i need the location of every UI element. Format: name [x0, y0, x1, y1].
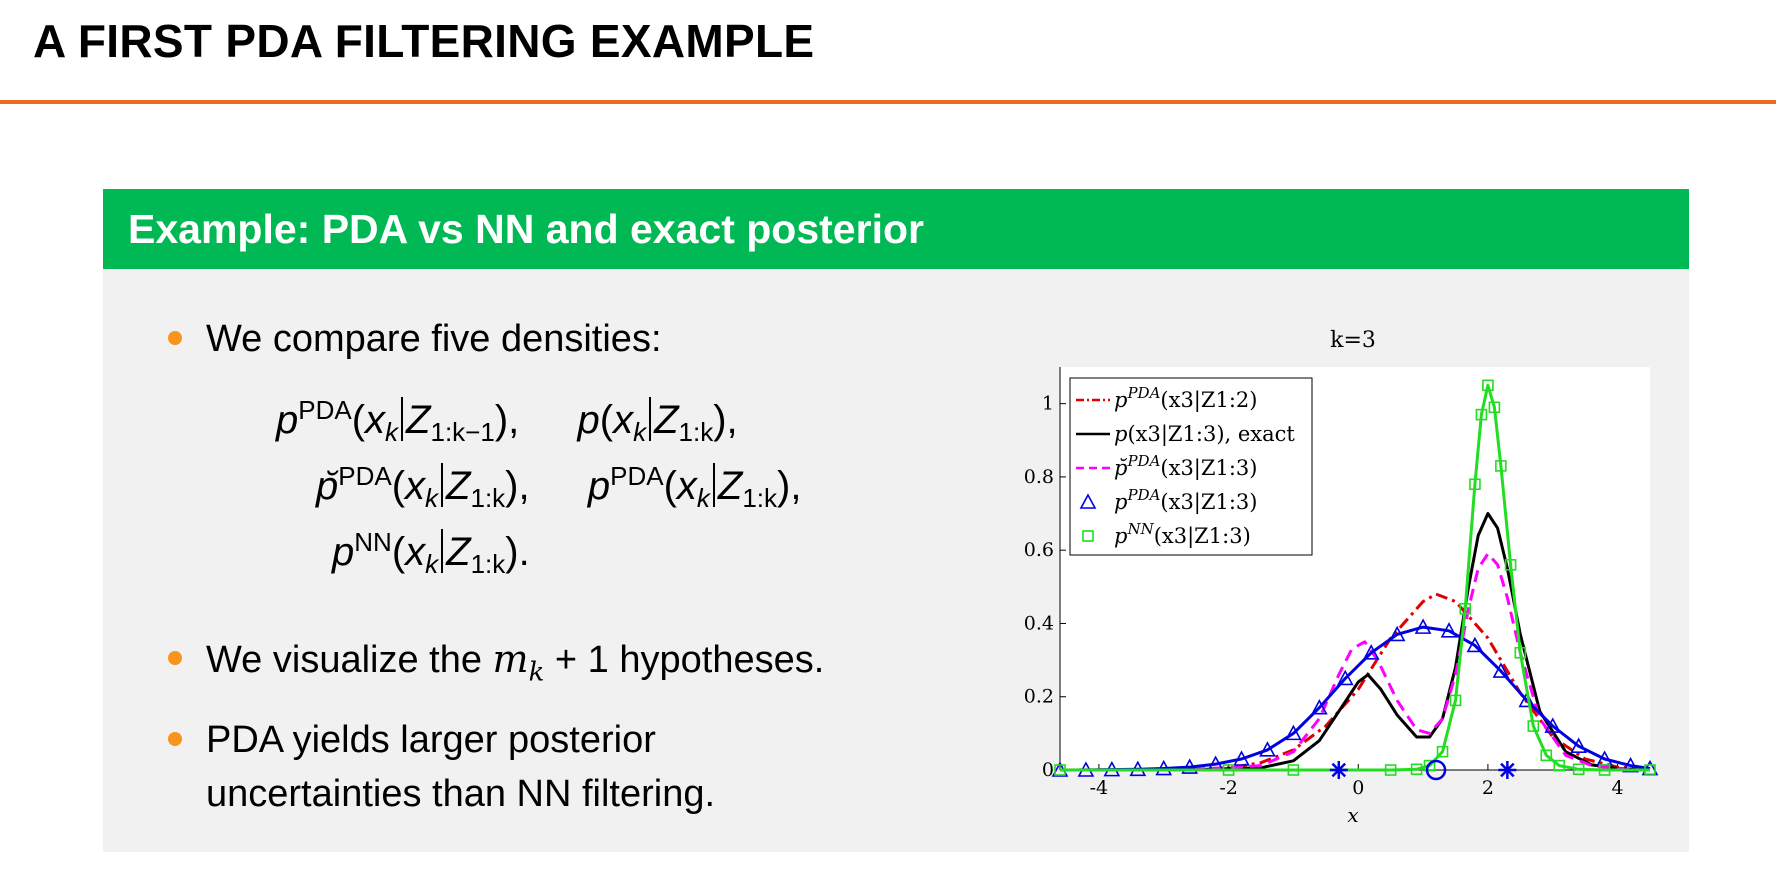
legend-label: pPDA(x3|Z1:3) — [1114, 486, 1257, 515]
y-tick-label: 0.2 — [1024, 686, 1054, 708]
measurement-circle — [1425, 759, 1447, 781]
bullet-dot — [168, 732, 182, 746]
measurement-markers — [1329, 759, 1517, 781]
legend-swatch — [1079, 493, 1097, 509]
conditional-bar — [401, 397, 404, 441]
square-marker — [1287, 764, 1300, 776]
square-marker — [1384, 764, 1397, 776]
bullet-2: We visualize the mk + 1 hypotheses. — [168, 632, 825, 700]
square-marker — [1222, 764, 1235, 776]
triangle-marker — [1622, 756, 1639, 773]
triangle-marker — [1259, 741, 1276, 757]
bullet-2-math-sub: k — [528, 657, 545, 688]
y-tick-label: 0 — [1042, 759, 1054, 781]
bullet-2-text: We visualize the — [206, 639, 482, 681]
bullet-dot — [168, 651, 182, 665]
y-tick-label: 0.8 — [1024, 466, 1054, 488]
block-title: Example: PDA vs NN and exact posterior — [103, 189, 1689, 269]
bullet-dot — [168, 331, 182, 345]
axis-ticks: -4 -2 0 2 4 0 0.2 0.4 0.6 0.8 1 — [1024, 393, 1624, 799]
square-marker — [1054, 764, 1066, 776]
triangle-marker — [1285, 724, 1302, 741]
triangle-marker — [1544, 717, 1562, 733]
legend-swatch — [1082, 530, 1094, 542]
square-marker — [1572, 763, 1585, 776]
triangle-marker — [1233, 750, 1250, 766]
triangle-marker — [1336, 669, 1354, 686]
series-group — [1051, 379, 1659, 777]
x-tick-label: -4 — [1090, 777, 1109, 799]
bullet-1-text: We compare five densities: — [206, 318, 662, 360]
triangle-marker — [1155, 759, 1173, 776]
y-tick-label: 1 — [1042, 393, 1054, 415]
equation-line-1: pPDA(xk Z1:k−1), p(xk Z1:k), — [276, 395, 738, 447]
triangle-marker — [1362, 644, 1380, 660]
title-divider — [0, 100, 1776, 104]
bullet-2-rest: + 1 hypotheses. — [544, 639, 825, 681]
chart-title: k=3 — [1330, 328, 1376, 353]
equation-line-2: p̆PDA(xk Z1:k), pPDA(xk Z1:k), — [316, 461, 802, 513]
x-tick-label: 0 — [1352, 777, 1364, 799]
square-marker — [1488, 401, 1501, 414]
x-tick-label: 2 — [1482, 777, 1494, 799]
triangle-marker — [1181, 758, 1199, 774]
square-marker — [1459, 602, 1472, 615]
measurement-asterisk — [1498, 761, 1517, 779]
square-marker — [1475, 408, 1488, 421]
y-tick-label: 0.6 — [1024, 539, 1054, 561]
triangle-marker — [1311, 699, 1328, 715]
series-line-4 — [1060, 383, 1650, 772]
square-marker — [1482, 379, 1494, 392]
x-axis-label: x — [1347, 803, 1358, 827]
legend-label: pPDA(x3|Z1:2) — [1114, 384, 1257, 413]
square-marker — [1495, 460, 1507, 472]
square-marker — [1598, 764, 1611, 776]
equation-line-3: pNN(xk Z1:k). — [332, 527, 530, 579]
triangle-marker — [1492, 662, 1510, 678]
series-line-2 — [1059, 552, 1651, 772]
triangle-marker — [1414, 618, 1432, 634]
measurement-asterisk — [1329, 761, 1348, 779]
square-marker — [1644, 764, 1656, 776]
legend: pPDA(x3|Z1:2) p(x3|Z1:3), exact p̆PDA(x3|Z… — [1069, 377, 1313, 556]
slide-title: A FIRST PDA FILTERING EXAMPLE — [33, 15, 815, 67]
x-tick-label: -2 — [1219, 777, 1238, 799]
bullet-3-line-2: uncertainties than NN filtering. — [206, 773, 716, 815]
square-marker — [1514, 646, 1527, 659]
legend-box — [1069, 377, 1313, 556]
legend-label: p(x3|Z1:3), exact — [1114, 422, 1295, 447]
bullet-3-line-1: PDA yields larger posterior — [206, 719, 656, 761]
density-chart: k=3 -4 -2 0 2 400.20.40.60.81 pPDA(x3|Z1:2)p… — [1024, 328, 1659, 827]
square-marker — [1527, 720, 1540, 732]
square-marker — [1553, 759, 1566, 772]
square-marker — [1469, 478, 1481, 491]
triangle-marker — [1466, 636, 1484, 653]
square-marker — [1540, 749, 1553, 762]
square-marker — [1449, 694, 1462, 707]
triangle-marker — [1388, 625, 1406, 642]
square-marker — [1423, 759, 1436, 772]
bullet-3: PDA yields larger posterior uncertaintie… — [168, 713, 716, 821]
bullet-1: We compare five densities: — [168, 312, 662, 366]
triangle-marker — [1440, 622, 1458, 638]
legend-label: pNN(x3|Z1:3) — [1114, 520, 1251, 549]
x-tick-label: 4 — [1612, 777, 1624, 799]
square-marker — [1410, 763, 1423, 776]
legend-label: p̆PDA(x3|Z1:3) — [1114, 452, 1257, 481]
triangle-marker — [1518, 691, 1536, 708]
bullet-2-math-m: m — [492, 637, 529, 681]
triangle-marker — [1570, 737, 1588, 753]
square-marker — [1504, 559, 1517, 571]
square-marker — [1436, 745, 1449, 758]
y-tick-label: 0.4 — [1024, 612, 1054, 634]
